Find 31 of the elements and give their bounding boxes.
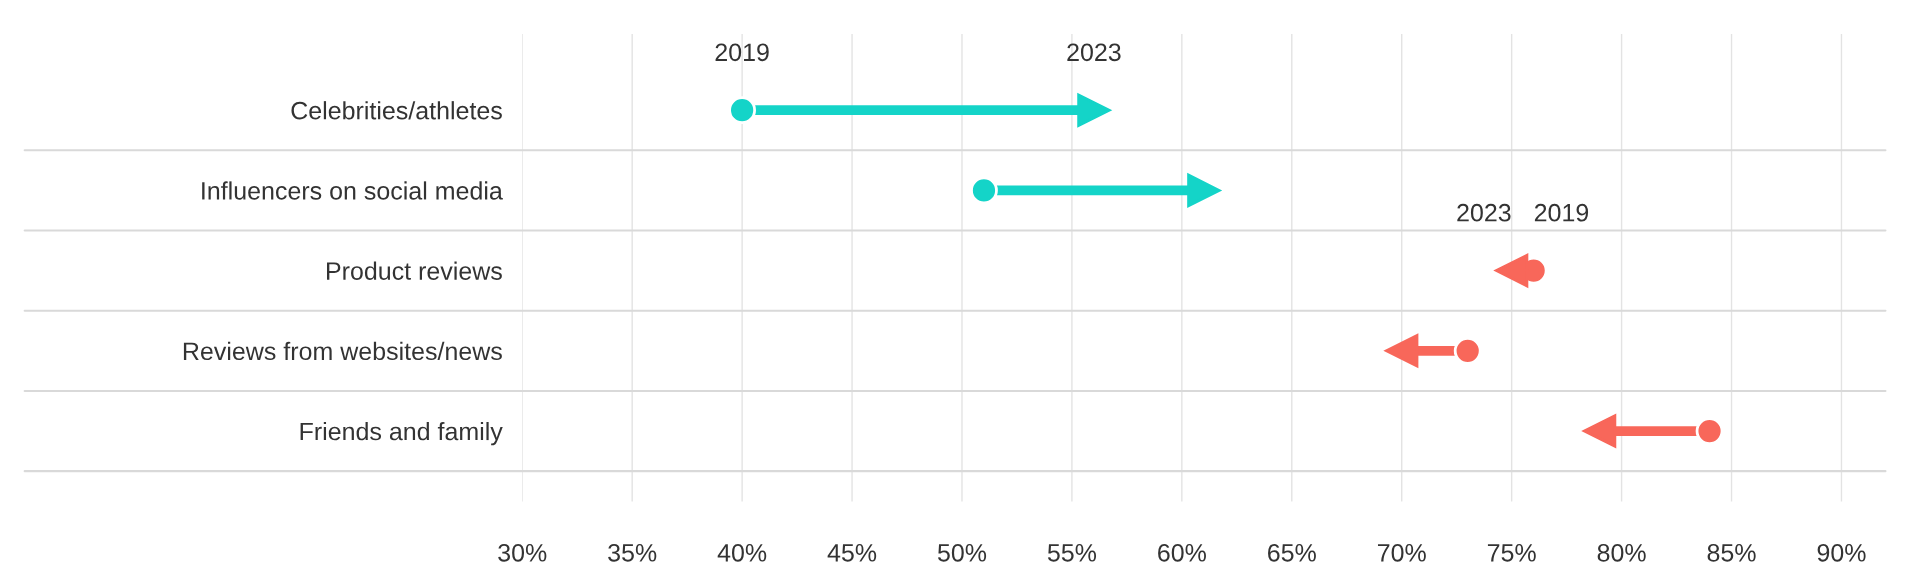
- text: 2019: [715, 43, 769, 62]
- x-tick-label: 45%: [827, 544, 877, 562]
- x-tick-label: 30%: [498, 543, 547, 562]
- y-tick-label: Celebrities/athletes: [291, 101, 502, 120]
- point: [1494, 253, 1529, 288]
- series-label: 2019: [1534, 203, 1589, 222]
- x-tick-label: 85%: [1707, 543, 1756, 562]
- point: [1582, 414, 1617, 448]
- x-tick-label: 75%: [1487, 544, 1536, 562]
- point: [970, 176, 998, 205]
- y-tick-label: Influencers on social media: [202, 181, 503, 200]
- point: [1695, 417, 1724, 445]
- x-tick-label: 55%: [1047, 544, 1097, 562]
- y-tick-label: Product reviews: [327, 261, 502, 280]
- x-tick-label: 90%: [1817, 543, 1866, 562]
- x-tick-label: 40%: [717, 543, 767, 562]
- series-label: 2023: [1067, 43, 1121, 62]
- x-tick-label: 60%: [1158, 543, 1206, 562]
- point: [1077, 93, 1111, 127]
- x-tick-label: 65%: [1268, 543, 1316, 562]
- x-tick-label: 50%: [937, 543, 987, 562]
- text: 2023: [1457, 203, 1511, 222]
- y-tick-label: Reviews from websites/news: [183, 341, 502, 361]
- point: [1453, 336, 1482, 365]
- point: [728, 96, 756, 125]
- x-tick-label: 35%: [608, 543, 657, 562]
- x-tick-label: 70%: [1377, 543, 1426, 562]
- point: [1187, 173, 1221, 208]
- x-tick-label: 80%: [1597, 543, 1646, 562]
- point: [1385, 334, 1419, 368]
- y-tick-label: Friends and family: [300, 421, 503, 446]
